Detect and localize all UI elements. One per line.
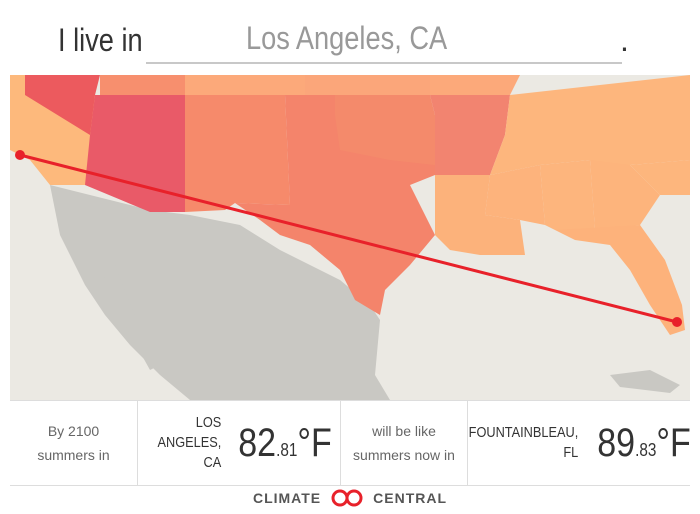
- to-city: FOUNTAINBLEAU, FL: [468, 423, 578, 463]
- oklahoma: [335, 95, 435, 165]
- brand: CLIMATE CENTRAL: [0, 486, 700, 510]
- to-temp: 89.83°F: [598, 421, 691, 466]
- new-mexico: [185, 95, 290, 212]
- cuba: [610, 370, 680, 393]
- arkansas: [430, 95, 510, 175]
- missouri: [430, 75, 520, 95]
- to-temp-decimal: .83: [635, 439, 657, 460]
- from-temp-decimal: .81: [276, 439, 298, 460]
- from-state: CA: [203, 454, 222, 471]
- florida: [555, 225, 685, 335]
- mississippi: [485, 165, 545, 225]
- middle-text: will be like summers now in: [341, 401, 468, 485]
- nevada: [25, 75, 100, 135]
- city-input[interactable]: Los Angeles, CA: [146, 16, 622, 64]
- colorado: [185, 75, 305, 95]
- from-city: LOS ANGELES, CA: [145, 413, 222, 473]
- from-temp: 82.81°F: [238, 421, 331, 466]
- brand-left: CLIMATE: [252, 490, 322, 506]
- arizona: [85, 95, 185, 212]
- header: I live in Los Angeles, CA .: [0, 0, 700, 75]
- intro-text: By 2100 summers in: [10, 401, 138, 485]
- to-unit: °F: [656, 420, 692, 465]
- from-unit: °F: [297, 420, 332, 465]
- to-temp-whole: 89: [597, 420, 636, 465]
- route-line: [19, 153, 678, 324]
- intro-label: By 2100 summers in: [37, 423, 110, 463]
- from-cell: LOS ANGELES, CA 82.81°F: [138, 401, 341, 485]
- carolina: [630, 160, 690, 195]
- to-marker[interactable]: [672, 317, 682, 327]
- middle-label: will be like summers now in: [353, 423, 455, 463]
- lead-text: I live in: [58, 22, 143, 58]
- period: .: [620, 22, 629, 58]
- alabama: [540, 160, 595, 230]
- to-city-name: FOUNTAINBLEAU,: [468, 424, 578, 441]
- mexico: [50, 185, 390, 400]
- to-cell: FOUNTAINBLEAU, FL 89.83°F: [468, 401, 691, 485]
- city-input-text: Los Angeles, CA: [246, 20, 448, 56]
- kansas: [305, 75, 430, 95]
- brand-right: CENTRAL: [373, 490, 448, 506]
- utah: [100, 75, 185, 95]
- from-temp-whole: 82: [238, 420, 277, 465]
- footer: By 2100 summers in LOS ANGELES, CA 82.81°…: [10, 400, 691, 486]
- brand-logo: [331, 489, 363, 507]
- louisiana: [435, 175, 525, 255]
- from-city-name: LOS ANGELES,: [157, 414, 222, 451]
- baja: [90, 225, 160, 370]
- southeast-north: [490, 75, 690, 175]
- to-state: FL: [562, 444, 578, 461]
- from-marker[interactable]: [15, 150, 25, 160]
- map: [10, 75, 690, 400]
